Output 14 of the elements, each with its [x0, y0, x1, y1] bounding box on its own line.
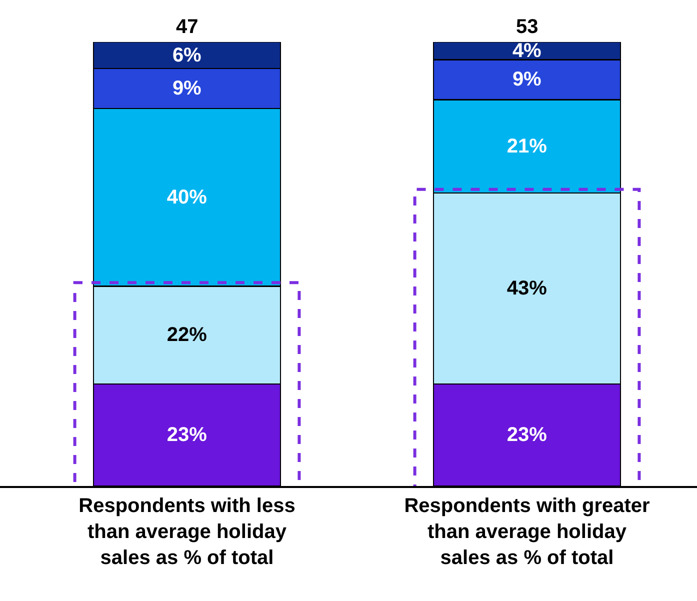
data-label: 6% — [172, 44, 202, 66]
data-label: 21% — [506, 135, 548, 158]
data-label: 43% — [506, 277, 548, 300]
x-tick-label: Respondents with greater than average holiday sales as % of total — [404, 494, 650, 569]
data-label: 23% — [166, 424, 208, 446]
data-label: 9% — [512, 68, 542, 91]
data-label: 9% — [172, 78, 202, 100]
data-label: 4% — [512, 40, 542, 62]
data-label: 23% — [506, 424, 548, 446]
data-label: 22% — [166, 324, 208, 346]
text: 47 — [176, 16, 198, 38]
x-tick-label: Respondents with less than average holiday sales as % of total — [78, 494, 296, 569]
data-label: 40% — [166, 186, 208, 208]
text: 53 — [516, 16, 538, 38]
